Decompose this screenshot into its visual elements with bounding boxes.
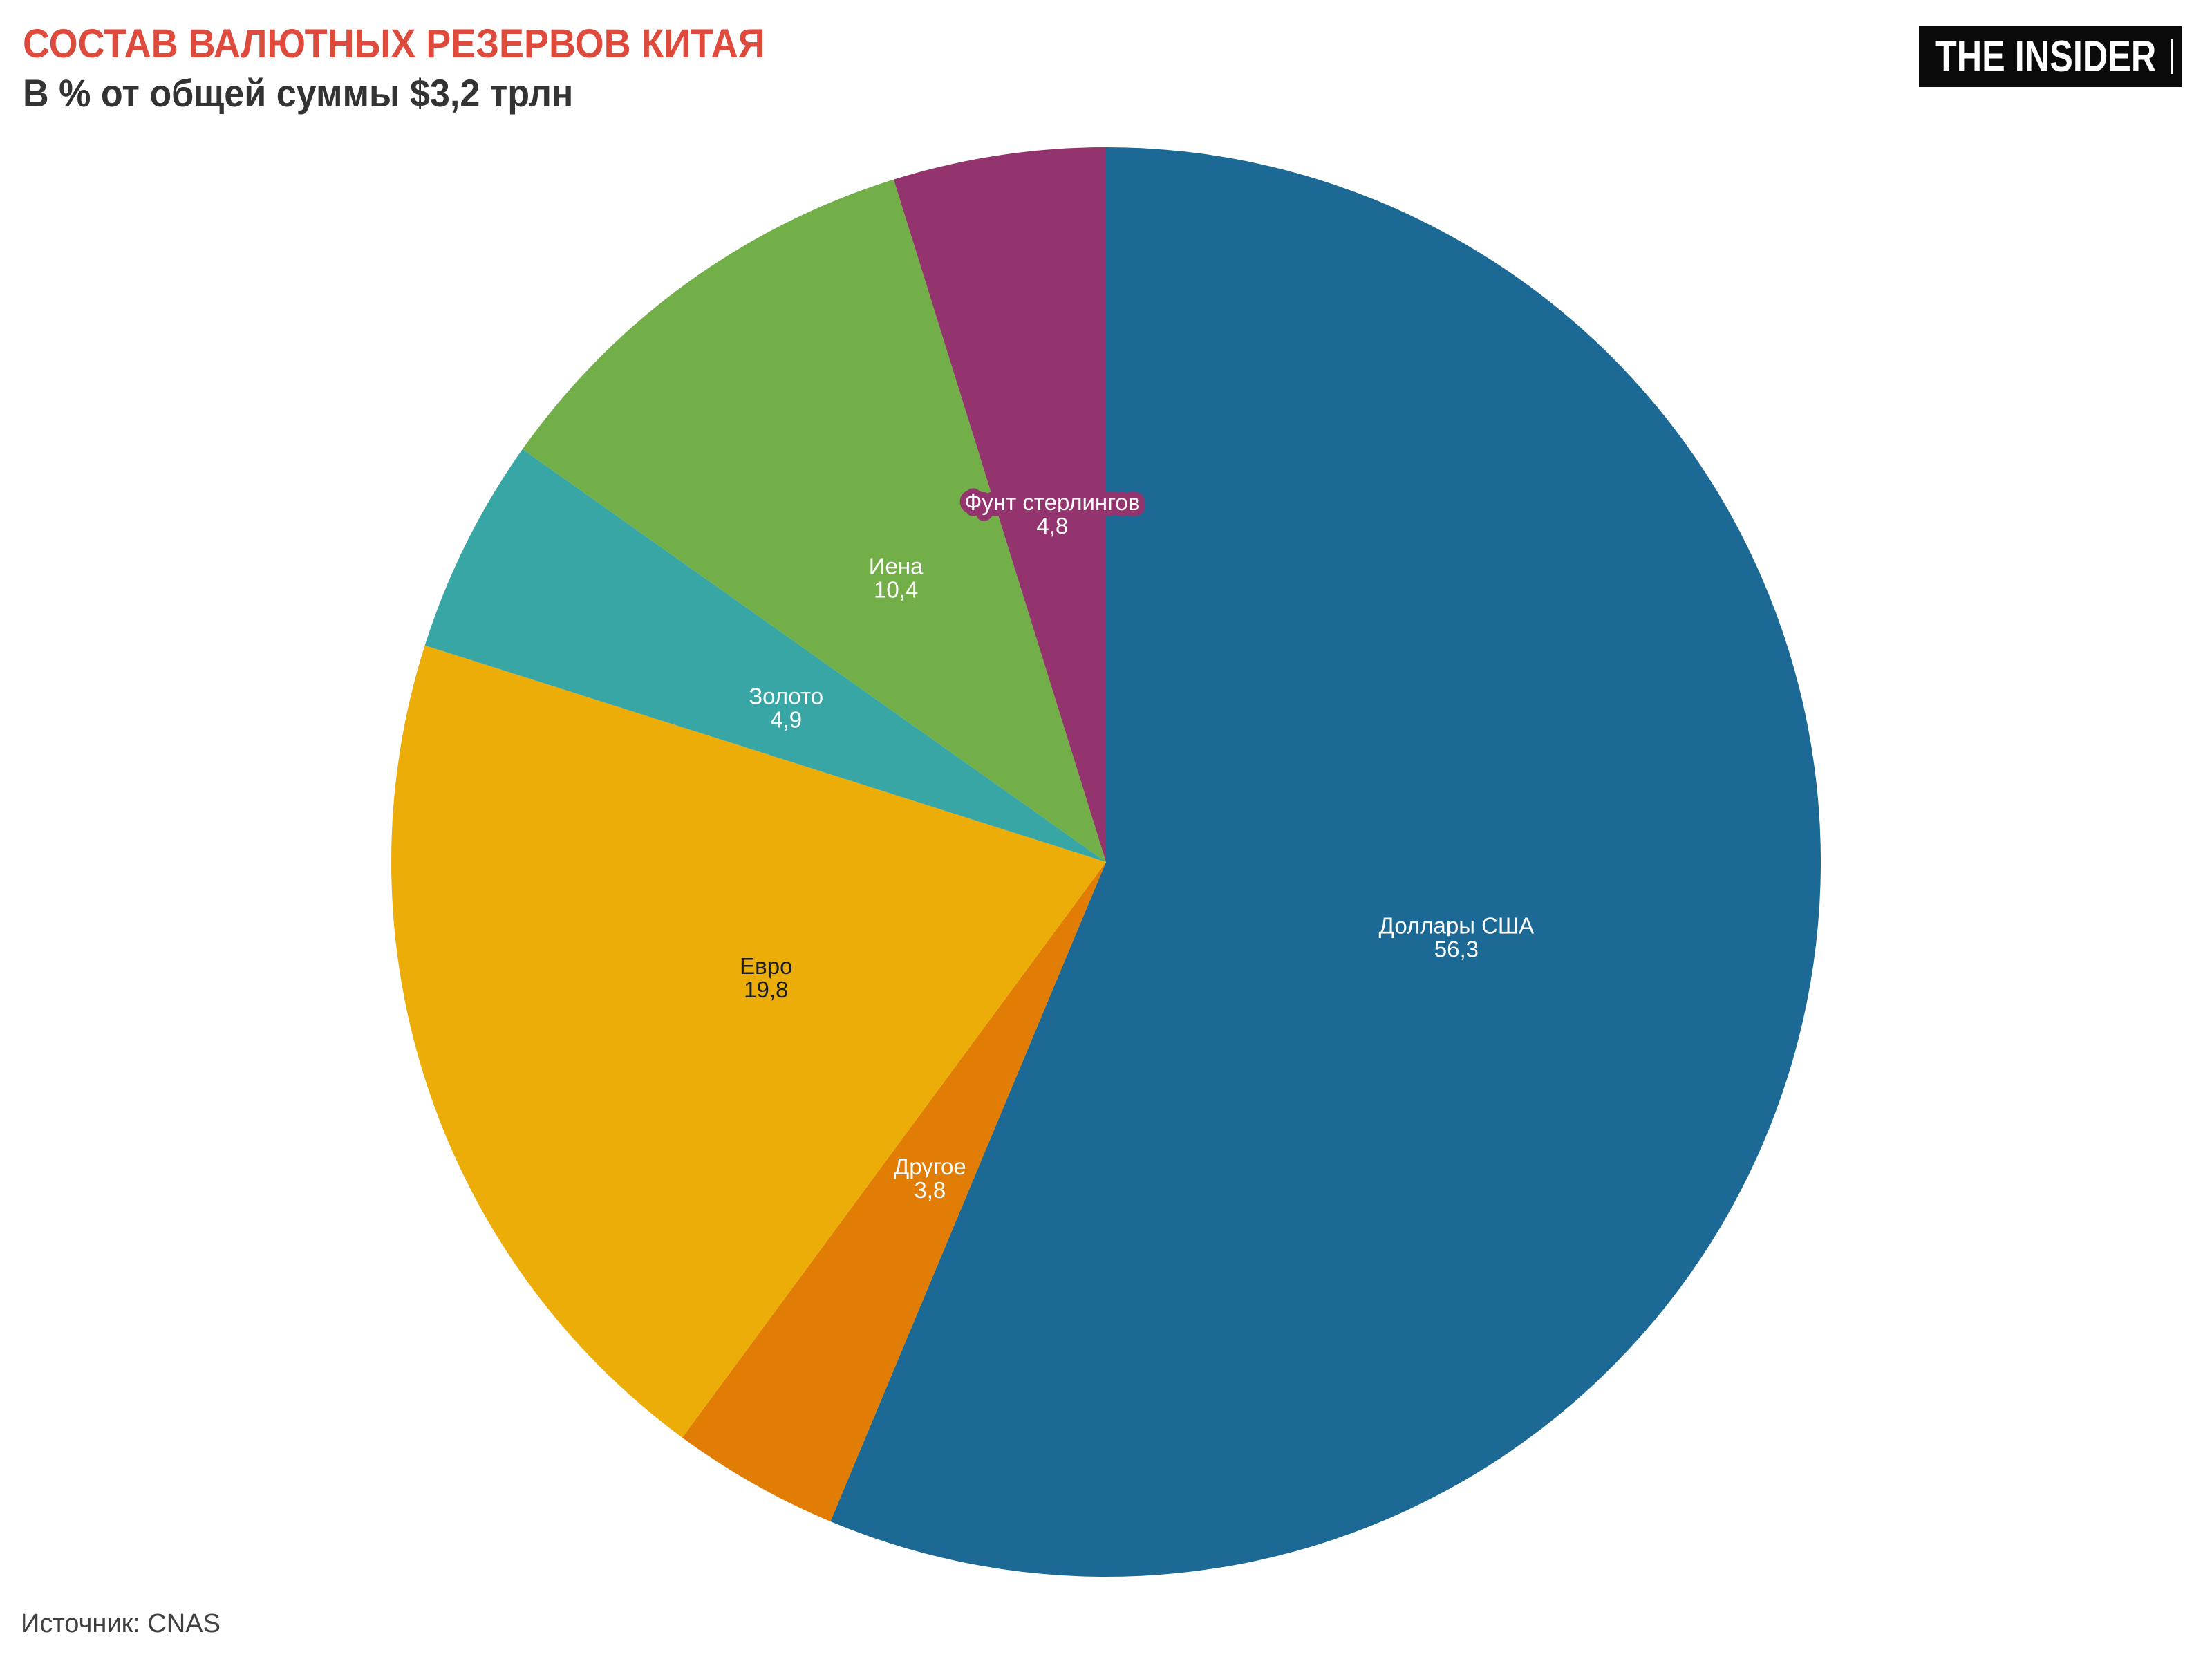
slice-value-yen: 10,4 — [874, 577, 918, 603]
slice-name-usd: Доллары США — [1379, 913, 1535, 939]
chart-title: СОСТАВ ВАЛЮТНЫХ РЕЗЕРВОВ КИТАЯ — [23, 21, 765, 66]
slice-value-gbp: 4,8 — [1036, 513, 1068, 538]
logo-cursor-bar — [2171, 39, 2173, 74]
pie-slice-other — [682, 862, 1106, 1522]
chart-subtitle: В % от общей суммы $3,2 трлн — [23, 71, 574, 115]
logo-text: THE INSIDER — [1936, 32, 2157, 81]
slice-name-euro: Евро — [740, 953, 792, 979]
pie-slice-gold — [424, 449, 1106, 862]
slice-name-other: Другое — [894, 1154, 966, 1179]
slice-name-gold: Золото — [749, 684, 823, 709]
pie-slice-usd — [830, 147, 1821, 1577]
the-insider-logo: THE INSIDER — [1919, 26, 2182, 87]
pie-slice-euro — [391, 645, 1106, 1438]
slice-value-euro: 19,8 — [744, 977, 788, 1002]
pie-slice-yen — [522, 179, 1106, 862]
pie-slice-gbp — [893, 147, 1106, 862]
slice-value-other: 3,8 — [914, 1177, 946, 1203]
slice-name-gbp: Фунт стерлингов — [964, 489, 1140, 515]
slice-value-gold: 4,9 — [770, 707, 802, 733]
slice-name-yen: Иена — [869, 554, 924, 579]
source-note: Источник: CNAS — [21, 1609, 221, 1638]
slice-value-usd: 56,3 — [1434, 937, 1479, 962]
